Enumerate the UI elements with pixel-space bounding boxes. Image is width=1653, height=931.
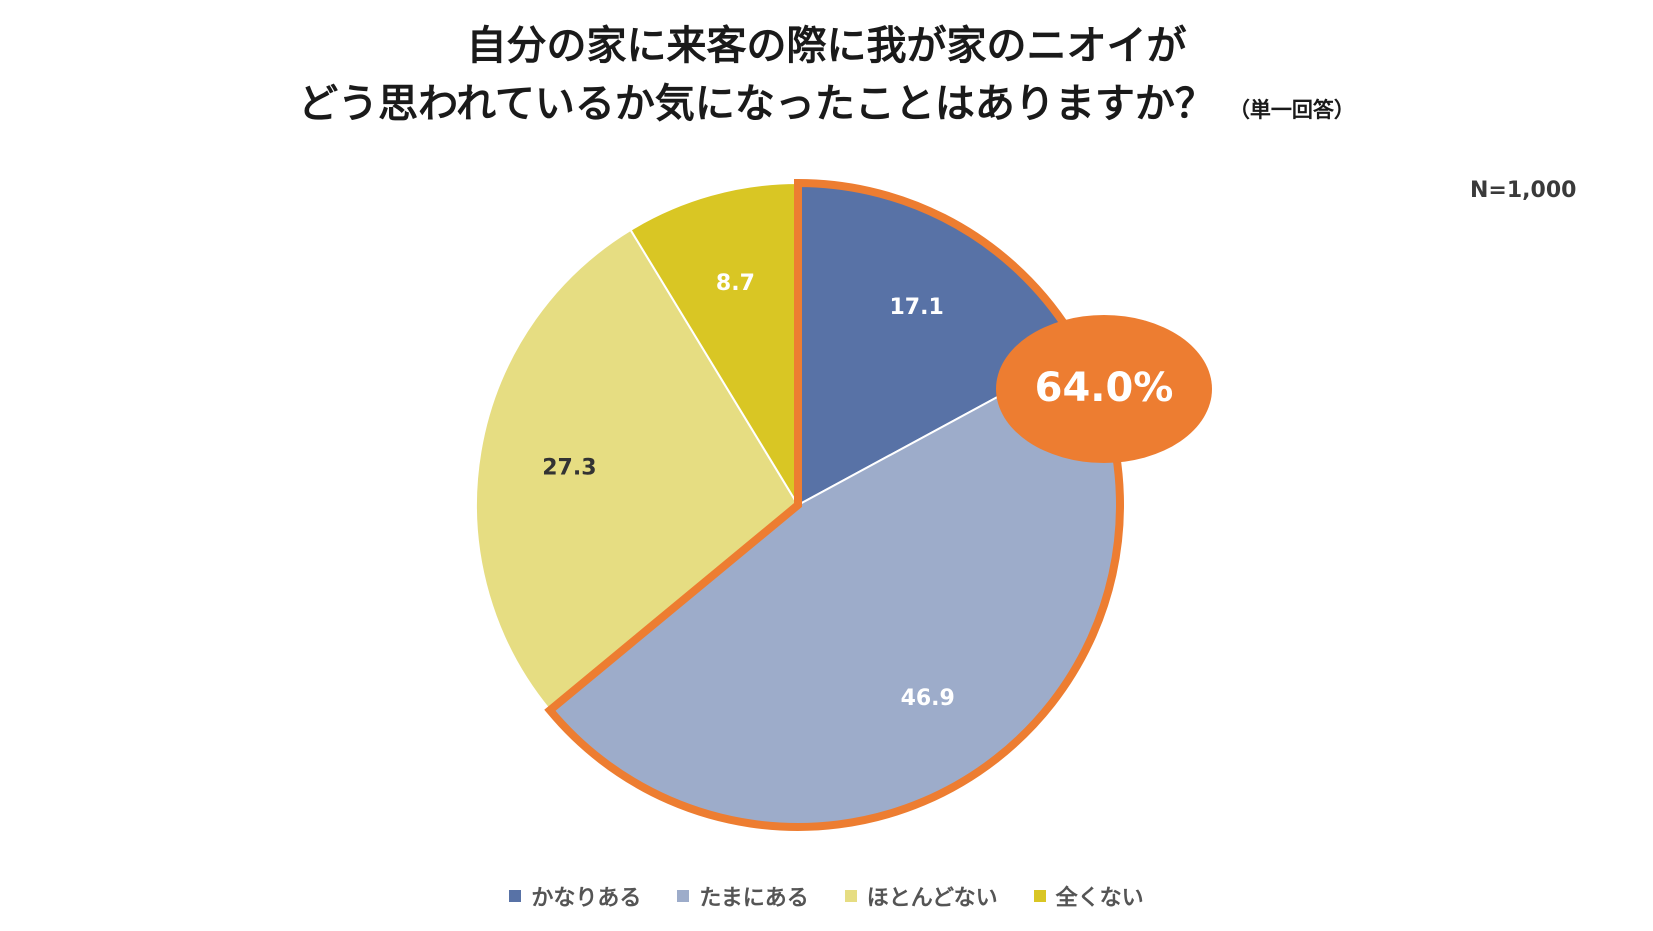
legend-item-1: かなりある — [509, 880, 641, 912]
pie-slice-4 — [629, 181, 799, 509]
legend: かなりある たまにある ほとんどない 全くない — [0, 880, 1653, 912]
legend-swatch-3 — [844, 890, 857, 902]
legend-swatch-2 — [677, 890, 690, 902]
legend-item-3: ほとんどない — [844, 880, 998, 912]
sample-size-label: N=1,000 — [1470, 178, 1577, 203]
legend-swatch-1 — [509, 890, 522, 902]
chart-title-line2-text: どう思われているか気になったことはありますか？ — [298, 81, 1215, 127]
legend-item-4: 全くない — [1033, 880, 1144, 912]
legend-item-2: たまにある — [677, 880, 809, 912]
chart-title-note: （単一回答） — [1228, 98, 1355, 122]
chart-title-line2: どう思われているか気になったことはありますか？ （単一回答） — [0, 80, 1653, 128]
value-label-2: 46.9 — [901, 686, 955, 711]
value-label-4: 8.7 — [716, 271, 755, 296]
chart-title-line1: 自分の家に来客の際に我が家のニオイが — [466, 23, 1187, 69]
legend-swatch-4 — [1033, 890, 1046, 902]
legend-label-4: 全くない — [1055, 886, 1144, 911]
legend-label-3: ほとんどない — [866, 886, 998, 911]
value-labels: 17.1 46.9 27.3 8.7 — [542, 271, 955, 711]
pie-slice-3 — [475, 228, 800, 712]
callout-label: 64.0% — [1035, 365, 1174, 411]
value-label-1: 17.1 — [890, 295, 944, 320]
legend-label-2: たまにある — [699, 886, 809, 911]
legend-label-1: かなりある — [531, 886, 642, 911]
highlight-outline — [544, 178, 1124, 831]
value-label-3: 27.3 — [542, 456, 596, 481]
callout-ellipse — [996, 315, 1212, 463]
